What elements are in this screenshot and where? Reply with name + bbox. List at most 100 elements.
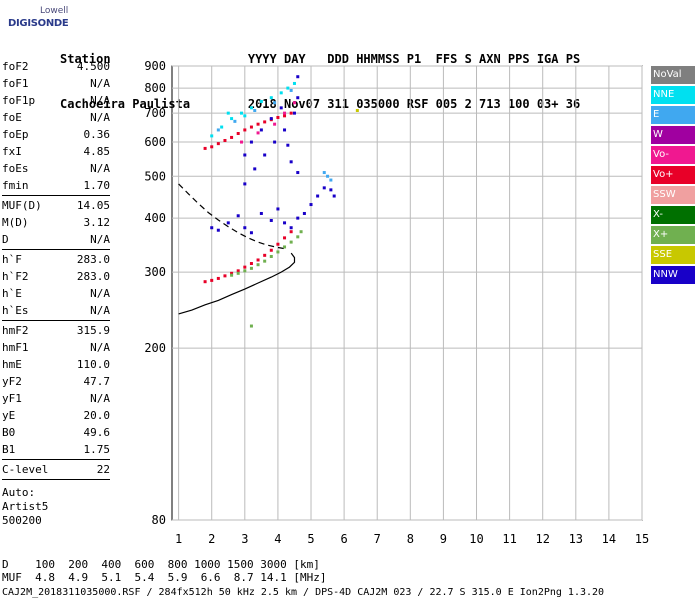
echo-point-nnw (210, 226, 214, 230)
y-tick-label: 80 (152, 513, 166, 527)
y-tick-label: 200 (144, 341, 166, 355)
echo-point-nnw (286, 143, 290, 147)
echo-point-e (289, 88, 293, 92)
param-separator (2, 479, 110, 480)
x-tick-label: 9 (440, 532, 447, 546)
echo-point-x- (299, 230, 303, 234)
param-row: h`E N/A (2, 285, 110, 302)
legend-item: NNE (651, 86, 695, 104)
echo-point-nnw (273, 140, 277, 144)
echo-point-nnw (263, 153, 267, 157)
echo-point-nnw (296, 171, 300, 175)
echo-point-e (233, 119, 237, 123)
echo-point-x- (243, 269, 247, 273)
header-row-labels: Station YYYY DAY DDD HHMMSS P1 FFS S AXN… (60, 52, 581, 66)
y-tick-label: 700 (144, 106, 166, 120)
param-value: N/A (90, 233, 110, 246)
echo-point-nnw (332, 194, 336, 198)
param-name: foEs (2, 162, 29, 175)
echo-point-e (216, 128, 220, 132)
echo-point-nnw (289, 160, 293, 164)
echo-point-nnw (269, 117, 273, 121)
param-separator (2, 195, 110, 196)
echo-point-vo- (249, 262, 253, 266)
echo-point-nne (240, 111, 244, 115)
echo-point-nnw (289, 226, 293, 230)
param-value: 283.0 (76, 253, 110, 266)
extrapolation-curve (178, 183, 285, 250)
echo-point-x- (289, 240, 293, 244)
echo-point-nnw (269, 218, 273, 222)
echo-point-vo- (249, 125, 253, 129)
echo-point-nnw (322, 186, 326, 190)
echo-point-vo- (263, 120, 267, 124)
param-value: 3.12 (83, 216, 111, 229)
echo-point-vo- (223, 138, 227, 142)
footer-d-row: D 100 200 400 600 800 1000 1500 3000 [km… (2, 558, 320, 571)
param-row: yF2 47.7 (2, 373, 110, 390)
param-row: hmF2 315.9 (2, 322, 110, 339)
param-row: D N/A (2, 231, 110, 248)
param-row: B1 1.75 (2, 441, 110, 458)
plot-frame (171, 65, 643, 521)
param-value: 1.75 (83, 443, 111, 456)
echo-point-vo- (216, 276, 220, 280)
echo-point-nnw (259, 211, 263, 215)
echo-point-vo- (292, 101, 296, 105)
param-name: h`F2 (2, 270, 29, 283)
param-row: hmE 110.0 (2, 356, 110, 373)
echo-point-x- (269, 254, 273, 258)
param-value: 20.0 (83, 409, 111, 422)
param-row: M(D) 3.12 (2, 214, 110, 231)
scaled-parameters-panel: foF2 4.500 foF1 N/A foF1p N/A foE N/A foEp 0.36 fx… (2, 58, 110, 481)
param-row: yF1 N/A (2, 390, 110, 407)
legend-item: X+ (651, 226, 695, 244)
param-separator (2, 459, 110, 460)
param-value: 22 (96, 463, 110, 476)
echo-point-vo- (276, 115, 280, 119)
footer-d-label: D (2, 558, 9, 571)
param-value: 47.7 (83, 375, 111, 388)
echo-point-nnw (216, 228, 220, 232)
echo-point-nnw (253, 167, 257, 171)
echo-point-nnw (296, 216, 300, 220)
param-value: 1.70 (83, 179, 111, 192)
param-value: N/A (90, 94, 110, 107)
autoscaling-info: Auto: Artist5 500200 (2, 486, 48, 528)
legend-item: X- (651, 206, 695, 224)
echo-point-nnw (283, 221, 287, 225)
echo-point-x- (296, 235, 300, 239)
echo-point-x- (283, 245, 287, 249)
echo-point-vo- (216, 142, 220, 146)
legend-item: E (651, 106, 695, 124)
logo-digisonde-text: DIGISONDE (8, 18, 69, 29)
y-tick-label: 600 (144, 135, 166, 149)
echo-point-vo- (289, 230, 293, 234)
echo-point-vo- (263, 253, 267, 257)
echo-point-nnw (309, 203, 313, 207)
param-name: B1 (2, 443, 16, 456)
echo-point-nnw (226, 221, 230, 225)
ionogram-chart: 1 2 3 4 5 6 7 8 9 10 11 12 13 14 158020030040050060070… (144, 59, 649, 546)
legend-item: SSW (651, 186, 695, 204)
param-value: 110.0 (76, 358, 110, 371)
echo-point-vo- (236, 131, 240, 135)
y-tick-label: 400 (144, 211, 166, 225)
param-value: 14.05 (76, 199, 110, 212)
param-row: fmin 1.70 (2, 177, 110, 194)
param-value: 315.9 (76, 324, 110, 337)
echo-point-e (329, 178, 333, 182)
param-name: fxI (2, 145, 22, 158)
param-name: fmin (2, 179, 29, 192)
param-name: foF1 (2, 77, 29, 90)
footer-d-values: 100 200 400 600 800 1000 1500 3000 [km] (35, 558, 320, 571)
y-tick-label: 300 (144, 265, 166, 279)
x-tick-label: 7 (374, 532, 381, 546)
x-tick-label: 11 (502, 532, 516, 546)
x-tick-label: 12 (535, 532, 549, 546)
legend-item: Vo- (651, 146, 695, 164)
echo-point-vo- (210, 278, 214, 282)
param-name: M(D) (2, 216, 29, 229)
x-tick-label: 2 (208, 532, 215, 546)
echo-point-sse (355, 108, 359, 112)
